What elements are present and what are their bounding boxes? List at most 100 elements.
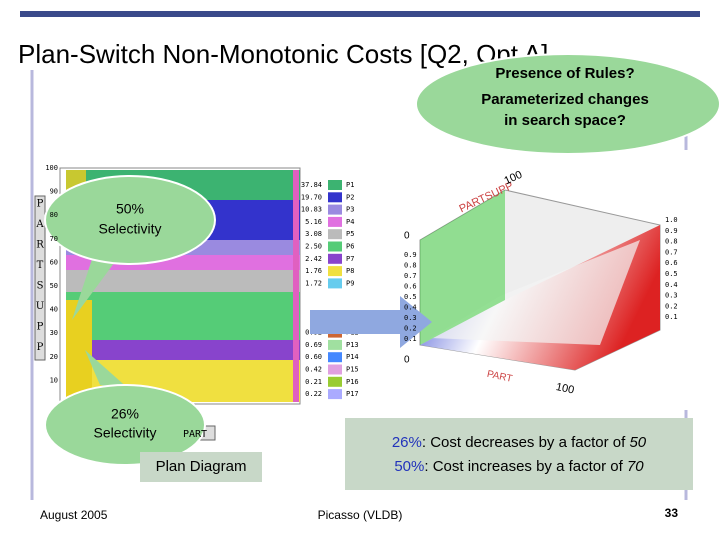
legend-value: 1.72 bbox=[305, 279, 322, 287]
cost-surface bbox=[419, 189, 661, 371]
z-tick-label: 0.4 bbox=[665, 281, 678, 289]
legend-swatch bbox=[328, 253, 342, 264]
surface-highlight bbox=[430, 240, 640, 345]
axis-letter: S bbox=[37, 281, 44, 292]
z-tick-label: 0.9 bbox=[665, 227, 678, 235]
legend-swatch bbox=[328, 216, 342, 227]
y-tick-label: 60 bbox=[50, 258, 58, 266]
factor: 70 bbox=[627, 458, 644, 475]
legend-plan: P1 bbox=[346, 181, 354, 189]
axis-letter: P bbox=[37, 342, 44, 353]
legend-value: 19.70 bbox=[301, 193, 322, 201]
summary-text: : Cost increases by a factor of bbox=[424, 458, 627, 475]
z-tick-label: 0.3 bbox=[665, 292, 678, 300]
legend-value: 0.22 bbox=[305, 390, 322, 398]
legend-plan: P5 bbox=[346, 230, 354, 238]
axis-letter: A bbox=[35, 219, 44, 230]
axis-label: PART bbox=[486, 369, 513, 385]
legend-plan: P2 bbox=[346, 193, 354, 201]
legend-swatch bbox=[328, 339, 342, 350]
axis-letter: U bbox=[36, 301, 44, 312]
y-tick-label: 100 bbox=[45, 164, 58, 172]
legend-swatch bbox=[328, 192, 342, 203]
legend-value: 2.42 bbox=[305, 255, 322, 263]
arrow bbox=[310, 296, 432, 348]
legend-plan: P17 bbox=[346, 390, 359, 398]
y-tick-label: 70 bbox=[50, 235, 58, 243]
legend-swatch bbox=[328, 241, 342, 252]
legend-plan: P3 bbox=[346, 206, 354, 214]
callout-tail bbox=[72, 250, 120, 320]
callout bbox=[44, 384, 206, 466]
pct: 26% bbox=[392, 434, 422, 451]
z-tick-label: 0.2 bbox=[404, 325, 417, 333]
legend-value: 0.42 bbox=[305, 366, 322, 374]
legend-swatch bbox=[328, 376, 342, 387]
legend-swatch bbox=[328, 229, 342, 240]
z-tick-label: 0.9 bbox=[404, 251, 417, 259]
callout-line: 50% bbox=[116, 201, 144, 217]
legend-swatch bbox=[328, 204, 342, 215]
callout bbox=[44, 175, 216, 265]
axis-end: 100 bbox=[555, 381, 575, 397]
axis-end: 100 bbox=[502, 169, 524, 188]
legend-swatch bbox=[328, 352, 342, 363]
legend-swatch bbox=[328, 364, 342, 375]
legend-plan: P15 bbox=[346, 366, 359, 374]
region bbox=[66, 292, 300, 340]
factor: 50 bbox=[629, 434, 646, 451]
legend-value: 10.83 bbox=[301, 206, 322, 214]
z-tick-label: 0.6 bbox=[665, 259, 678, 267]
region bbox=[293, 170, 299, 402]
legend-swatch bbox=[328, 180, 342, 190]
region bbox=[66, 340, 300, 360]
question-bubble bbox=[415, 53, 720, 155]
bubble-line: Presence of Rules? bbox=[495, 65, 634, 82]
region bbox=[66, 270, 300, 292]
legend-swatch bbox=[328, 266, 342, 277]
axis-letter: T bbox=[37, 260, 44, 271]
y-tick-label: 90 bbox=[50, 188, 58, 196]
caption: Plan Diagram bbox=[156, 458, 247, 475]
callout-line: 26% bbox=[111, 406, 139, 422]
axis-letter: P bbox=[37, 199, 44, 210]
axis-end: 0 bbox=[404, 355, 410, 366]
legend-swatch bbox=[328, 389, 342, 400]
legend-value: 5.16 bbox=[305, 218, 322, 226]
y-tick-label: 80 bbox=[50, 211, 58, 219]
z-tick-label: 0.6 bbox=[404, 283, 417, 291]
z-tick-label: 0.5 bbox=[665, 270, 678, 278]
pct: 50% bbox=[394, 458, 424, 475]
legend-plan: P13 bbox=[346, 341, 359, 349]
z-tick-label: 0.5 bbox=[404, 293, 417, 301]
legend-value: 0.60 bbox=[305, 353, 322, 361]
z-tick-label: 0.1 bbox=[665, 313, 678, 321]
z-tick-label: 1.0 bbox=[665, 216, 678, 224]
summary-line: 50%: Cost increases by a factor of 70 bbox=[394, 458, 644, 475]
axis-end: 0 bbox=[404, 231, 410, 242]
legend-swatch bbox=[328, 278, 342, 289]
summary-text: : Cost decreases by a factor of bbox=[422, 434, 630, 451]
axis-letter: P bbox=[37, 322, 44, 333]
legend-value: 1.76 bbox=[305, 267, 322, 275]
legend-plan: P9 bbox=[346, 279, 354, 287]
y-tick-label: 30 bbox=[50, 329, 58, 337]
region bbox=[66, 300, 92, 402]
caption-box bbox=[140, 452, 262, 482]
legend-value: 37.84 bbox=[301, 181, 322, 189]
legend-plan: P7 bbox=[346, 255, 354, 263]
title: Plan-Switch Non-Monotonic Costs [Q2, Opt… bbox=[18, 39, 548, 69]
y-tick-label: 10 bbox=[50, 376, 58, 384]
z-tick-label: 0.8 bbox=[665, 238, 678, 246]
legend-value: 2.50 bbox=[305, 243, 322, 251]
legend-value: 3.08 bbox=[305, 230, 322, 238]
axis-label: PART bbox=[183, 429, 207, 440]
legend-plan: P4 bbox=[346, 218, 354, 226]
callout-line: Selectivity bbox=[93, 425, 156, 441]
legend-plan: P14 bbox=[346, 353, 359, 361]
axis-letter: R bbox=[36, 240, 44, 251]
legend-value: 0.69 bbox=[305, 341, 322, 349]
bubble-line: Parameterized changes bbox=[481, 91, 649, 108]
